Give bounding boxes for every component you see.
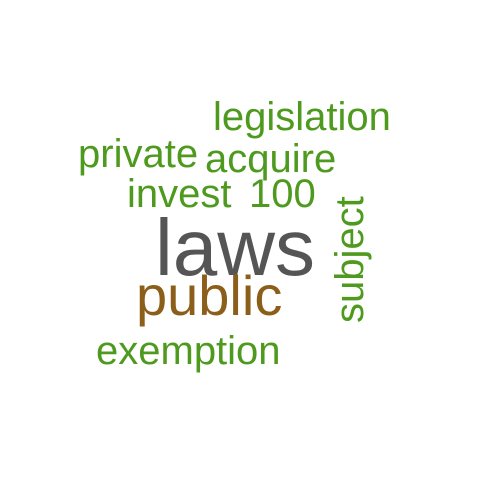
word-public: public xyxy=(136,264,283,327)
word-laws: laws xyxy=(155,203,316,292)
word-100: 100 xyxy=(249,172,316,216)
word-exemption: exemption xyxy=(96,329,281,373)
word-invest: invest xyxy=(127,172,232,216)
word-legislation: legislation xyxy=(213,95,391,139)
word-acquire: acquire xyxy=(205,137,337,181)
word-private: private xyxy=(78,132,199,176)
word-subject: subject xyxy=(328,196,372,323)
